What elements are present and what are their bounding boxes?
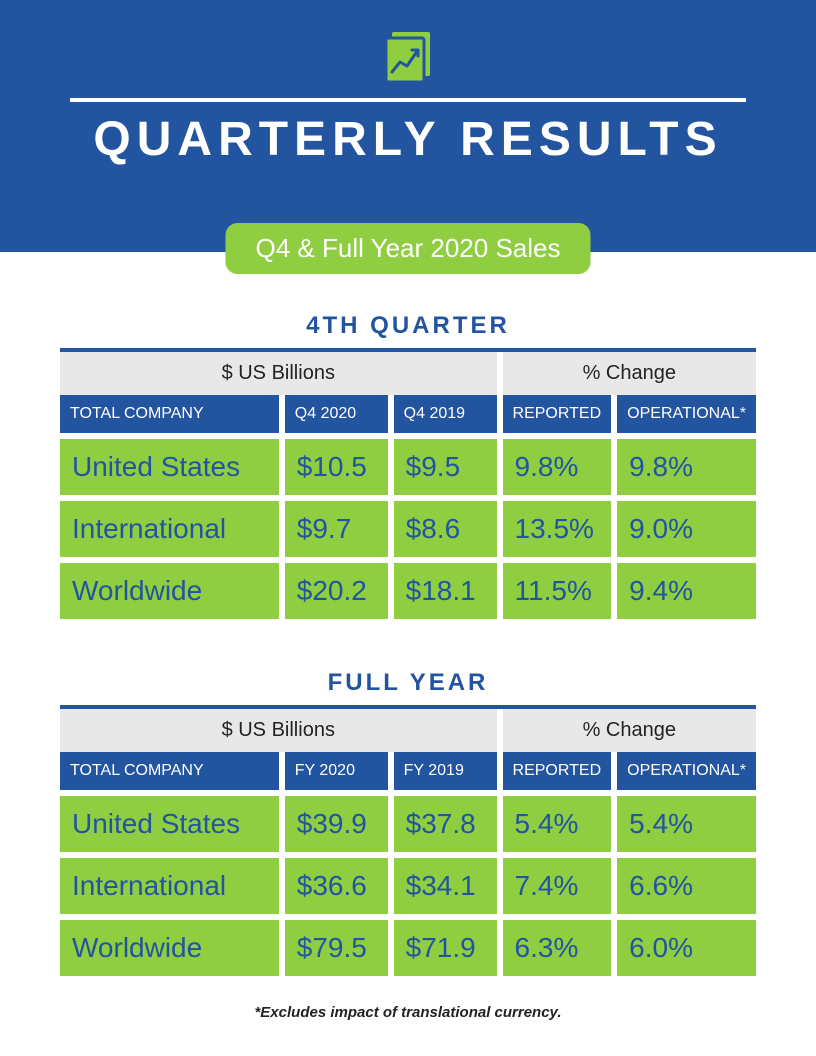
group-header-right: % Change [503,709,756,752]
chart-up-icon [380,30,436,86]
cell-label: United States [60,790,285,852]
col-header: REPORTED [503,752,618,790]
table-row: International $36.6 $34.1 7.4% 6.6% [60,852,756,914]
cell-value: 9.8% [503,433,618,495]
cell-value: 5.4% [617,790,756,852]
table-row: Worldwide $79.5 $71.9 6.3% 6.0% [60,914,756,976]
cell-value: 9.8% [617,433,756,495]
col-header: OPERATIONAL* [617,752,756,790]
cell-value: 9.0% [617,495,756,557]
divider [70,98,746,102]
cell-value: 5.4% [503,790,618,852]
cell-value: 9.4% [617,557,756,619]
table-row: International $9.7 $8.6 13.5% 9.0% [60,495,756,557]
cell-value: $37.8 [394,790,503,852]
page-title: QUARTERLY RESULTS [70,112,746,167]
section-title-q4: 4TH QUARTER [60,312,756,340]
cell-label: Worldwide [60,557,285,619]
cell-value: 6.3% [503,914,618,976]
content: 4TH QUARTER $ US Billions % Change TOTAL… [0,252,816,1021]
cell-value: $8.6 [394,495,503,557]
subtitle-pill: Q4 & Full Year 2020 Sales [226,223,591,274]
cell-value: 7.4% [503,852,618,914]
cell-value: $39.9 [285,790,394,852]
header-band: QUARTERLY RESULTS Q4 & Full Year 2020 Sa… [0,0,816,252]
col-header: REPORTED [503,395,618,433]
table-row: United States $39.9 $37.8 5.4% 5.4% [60,790,756,852]
cell-label: Worldwide [60,914,285,976]
col-header: OPERATIONAL* [617,395,756,433]
icon-wrap [70,30,746,86]
cell-label: International [60,852,285,914]
cell-value: 6.0% [617,914,756,976]
cell-value: $79.5 [285,914,394,976]
group-header-right: % Change [503,352,756,395]
column-header-row: TOTAL COMPANY Q4 2020 Q4 2019 REPORTED O… [60,395,756,433]
cell-value: 6.6% [617,852,756,914]
group-header-left: $ US Billions [60,709,503,752]
col-header: FY 2020 [285,752,394,790]
table-fy: $ US Billions % Change TOTAL COMPANY FY … [60,705,756,976]
footnote: *Excludes impact of translational curren… [60,1004,756,1021]
cell-value: $20.2 [285,557,394,619]
cell-value: $71.9 [394,914,503,976]
cell-value: $9.7 [285,495,394,557]
group-header-row: $ US Billions % Change [60,709,756,752]
cell-value: $10.5 [285,433,394,495]
table-row: Worldwide $20.2 $18.1 11.5% 9.4% [60,557,756,619]
cell-label: International [60,495,285,557]
cell-value: 11.5% [503,557,618,619]
col-header: FY 2019 [394,752,503,790]
group-header-left: $ US Billions [60,352,503,395]
col-header: TOTAL COMPANY [60,395,285,433]
cell-value: $34.1 [394,852,503,914]
cell-value: 13.5% [503,495,618,557]
col-header: TOTAL COMPANY [60,752,285,790]
group-header-row: $ US Billions % Change [60,352,756,395]
cell-value: $18.1 [394,557,503,619]
col-header: Q4 2019 [394,395,503,433]
table-row: United States $10.5 $9.5 9.8% 9.8% [60,433,756,495]
col-header: Q4 2020 [285,395,394,433]
cell-value: $36.6 [285,852,394,914]
section-title-fy: FULL YEAR [60,669,756,697]
cell-value: $9.5 [394,433,503,495]
table-q4: $ US Billions % Change TOTAL COMPANY Q4 … [60,348,756,619]
column-header-row: TOTAL COMPANY FY 2020 FY 2019 REPORTED O… [60,752,756,790]
cell-label: United States [60,433,285,495]
